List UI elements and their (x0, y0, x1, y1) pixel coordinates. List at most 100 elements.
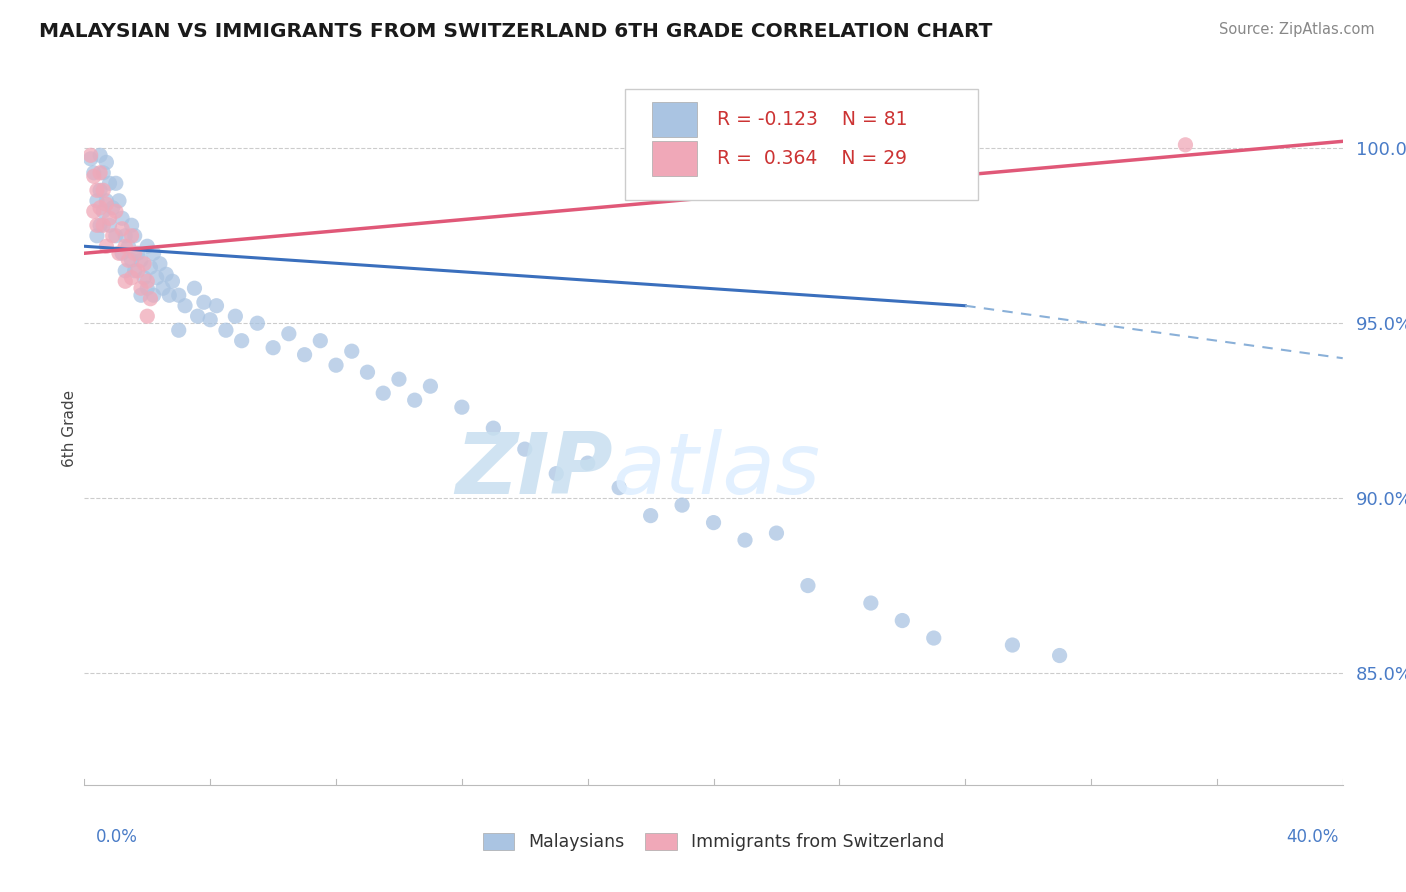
Point (96, 194, 118, 208)
Text: R = -0.123    N = 81: R = -0.123 N = 81 (717, 111, 908, 129)
Point (277, 326, 299, 341)
Point (104, 204, 127, 219)
Point (513, 442, 536, 457)
Point (127, 246, 149, 260)
Point (111, 211, 134, 226)
Point (546, 467, 568, 481)
Point (388, 372, 411, 386)
Point (891, 614, 914, 628)
Point (89, 201, 111, 215)
Point (373, 386, 395, 401)
Point (124, 228, 146, 243)
Point (671, 498, 693, 512)
Point (142, 288, 165, 302)
Point (129, 281, 152, 295)
Point (145, 270, 167, 285)
Point (79, 152, 101, 166)
Text: atlas: atlas (613, 429, 821, 513)
Point (89, 148, 111, 162)
Point (98, 176, 121, 190)
Point (294, 348, 316, 362)
Point (98, 211, 121, 226)
Y-axis label: 6th Grade: 6th Grade (62, 390, 77, 467)
Point (640, 508, 662, 523)
Point (576, 456, 599, 470)
Point (1174, 137, 1197, 152)
Point (734, 533, 756, 547)
Point (86, 219, 108, 233)
Point (104, 176, 127, 190)
Point (262, 341, 284, 355)
Text: ZIP: ZIP (456, 429, 613, 513)
Text: MALAYSIAN VS IMMIGRANTS FROM SWITZERLAND 6TH GRADE CORRELATION CHART: MALAYSIAN VS IMMIGRANTS FROM SWITZERLAND… (39, 22, 993, 41)
Point (108, 246, 131, 260)
Point (859, 596, 882, 610)
FancyBboxPatch shape (652, 141, 697, 176)
Point (200, 312, 222, 326)
Text: 40.0%: 40.0% (1286, 828, 1339, 846)
Point (117, 253, 139, 268)
Point (193, 295, 215, 310)
FancyBboxPatch shape (626, 89, 977, 200)
Point (124, 246, 146, 260)
Point (79, 148, 101, 162)
Point (121, 270, 143, 285)
Point (136, 281, 159, 295)
Point (96, 239, 118, 253)
Point (482, 421, 505, 435)
Point (86, 194, 108, 208)
Point (922, 631, 945, 645)
Point (111, 221, 134, 235)
Point (139, 260, 162, 275)
Point (703, 516, 725, 530)
Point (96, 155, 118, 169)
Point (152, 281, 174, 295)
Point (89, 219, 111, 233)
Point (91, 204, 114, 219)
Point (83, 204, 105, 219)
Point (139, 292, 162, 306)
Point (155, 267, 177, 281)
Point (83, 169, 105, 184)
Point (96, 197, 118, 211)
Point (127, 264, 149, 278)
Point (797, 578, 820, 592)
Point (111, 246, 134, 260)
Point (101, 201, 124, 215)
Point (765, 526, 787, 541)
Point (167, 288, 190, 302)
Point (183, 281, 205, 295)
Point (174, 299, 197, 313)
Point (167, 323, 190, 337)
Point (246, 316, 269, 330)
Point (309, 334, 332, 348)
Point (104, 228, 127, 243)
Point (83, 166, 105, 180)
Text: Source: ZipAtlas.com: Source: ZipAtlas.com (1219, 22, 1375, 37)
Point (1001, 638, 1024, 652)
Text: 0.0%: 0.0% (96, 828, 138, 846)
Point (86, 183, 108, 197)
Point (325, 358, 347, 372)
Point (162, 274, 184, 288)
Point (91, 166, 114, 180)
Point (86, 228, 108, 243)
Point (419, 379, 441, 393)
Point (129, 253, 152, 268)
Point (149, 257, 172, 271)
FancyBboxPatch shape (652, 103, 697, 137)
Point (404, 393, 426, 408)
Point (89, 166, 111, 180)
Point (121, 228, 143, 243)
Point (205, 299, 228, 313)
Point (231, 334, 253, 348)
Point (124, 264, 146, 278)
Point (136, 310, 159, 324)
Point (114, 239, 136, 253)
Point (129, 288, 152, 302)
Point (340, 344, 363, 359)
Point (356, 365, 378, 379)
Point (134, 270, 156, 285)
Point (136, 274, 159, 288)
Point (157, 288, 180, 302)
